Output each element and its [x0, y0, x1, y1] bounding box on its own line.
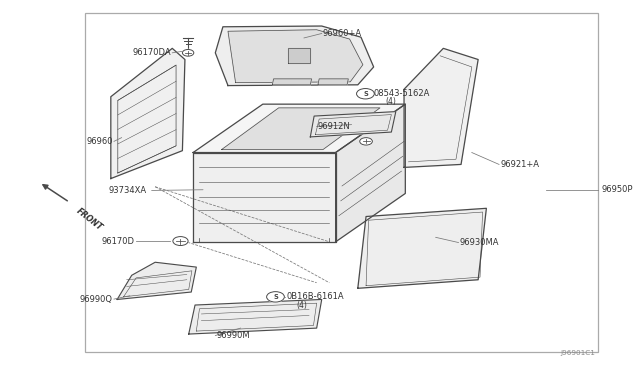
Polygon shape	[288, 48, 310, 63]
Text: 96170DA: 96170DA	[132, 48, 171, 57]
Circle shape	[267, 292, 284, 302]
Text: 08543-5162A: 08543-5162A	[374, 89, 430, 98]
Text: 96960+A: 96960+A	[323, 29, 362, 38]
Text: S: S	[273, 294, 278, 300]
Text: 96912N: 96912N	[318, 122, 351, 131]
Text: (4): (4)	[385, 97, 396, 106]
Text: 96930MA: 96930MA	[460, 238, 499, 247]
Text: 0B16B-6161A: 0B16B-6161A	[286, 292, 344, 301]
Polygon shape	[193, 104, 405, 153]
Polygon shape	[189, 299, 322, 334]
Text: J96901C1: J96901C1	[561, 350, 595, 356]
Polygon shape	[272, 79, 312, 85]
Polygon shape	[358, 208, 486, 288]
Polygon shape	[404, 48, 478, 167]
Polygon shape	[318, 79, 348, 85]
Text: 96960: 96960	[86, 137, 113, 146]
Polygon shape	[335, 104, 405, 242]
Polygon shape	[117, 262, 196, 299]
Polygon shape	[221, 108, 380, 150]
Text: 96921+A: 96921+A	[500, 160, 540, 169]
Circle shape	[173, 237, 188, 246]
Text: 96170D: 96170D	[101, 237, 134, 246]
Circle shape	[182, 49, 194, 56]
Text: S: S	[363, 91, 368, 97]
Bar	[86, 13, 598, 352]
Text: 96990Q: 96990Q	[80, 295, 113, 304]
Polygon shape	[310, 112, 396, 137]
Text: 93734XA: 93734XA	[109, 186, 147, 195]
Circle shape	[360, 138, 372, 145]
Text: 96990M: 96990M	[216, 331, 250, 340]
Text: FRONT: FRONT	[75, 206, 104, 232]
Text: (4): (4)	[296, 301, 307, 310]
Circle shape	[356, 89, 374, 99]
Polygon shape	[111, 48, 185, 179]
Text: 96950P: 96950P	[602, 185, 633, 194]
Polygon shape	[215, 26, 374, 86]
Polygon shape	[228, 30, 363, 83]
Polygon shape	[193, 153, 335, 242]
